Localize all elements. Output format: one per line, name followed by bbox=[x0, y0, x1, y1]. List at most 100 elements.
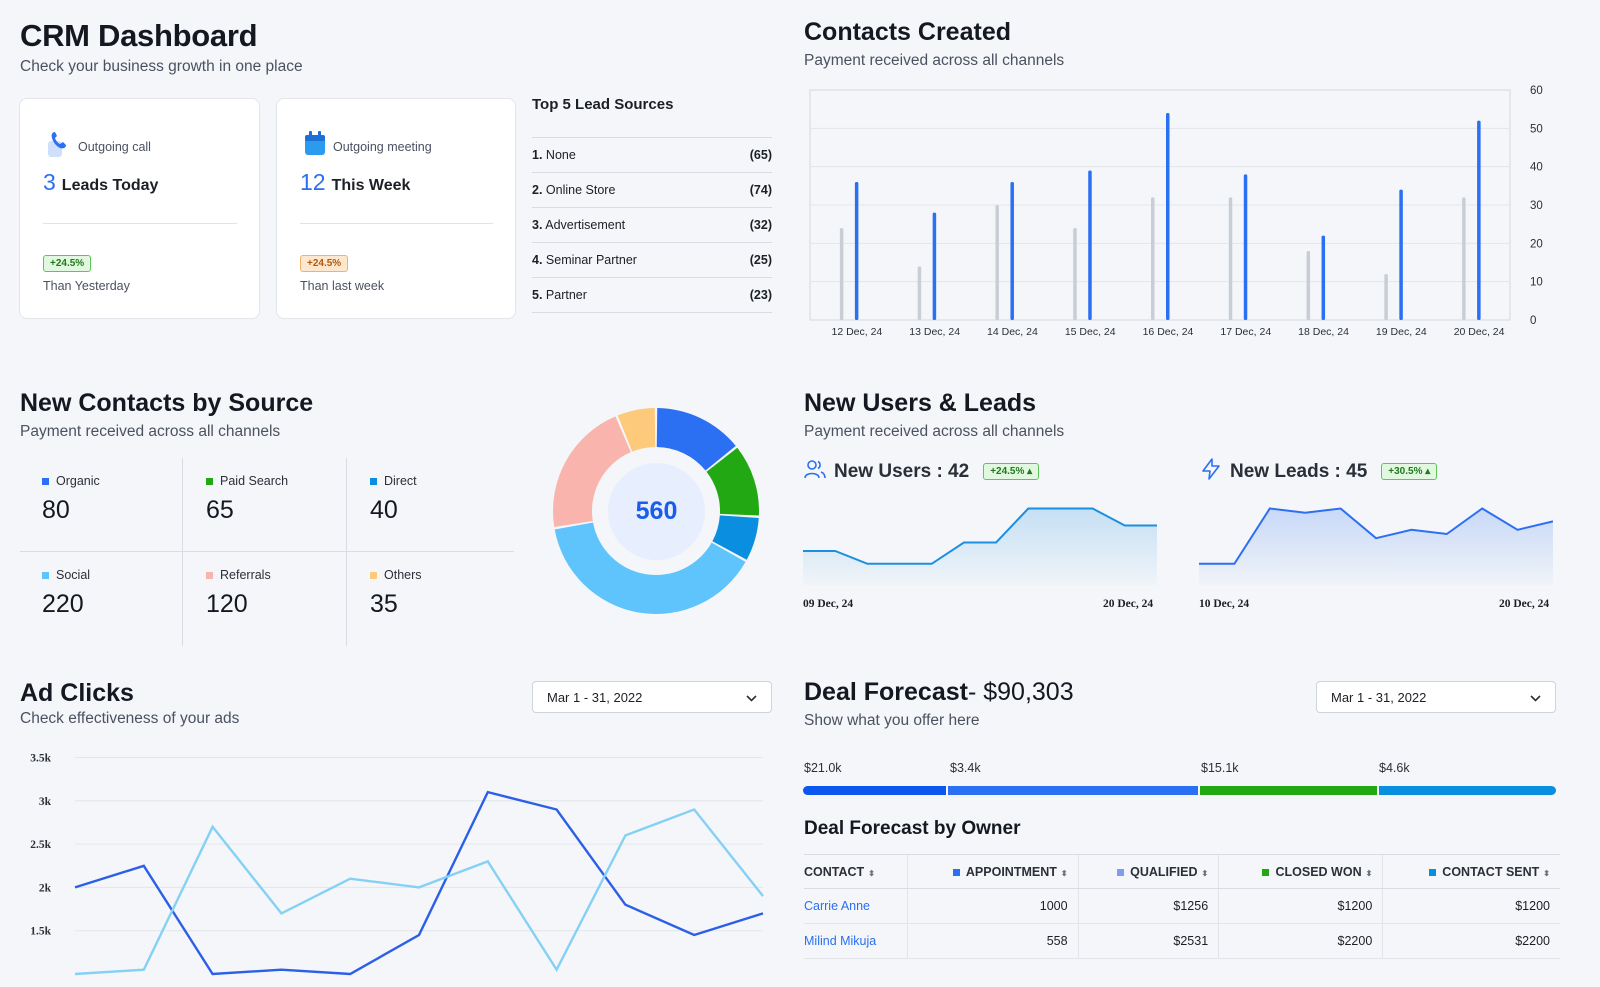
kpi-note: Than last week bbox=[300, 279, 385, 293]
y-tick-label: 40 bbox=[1530, 162, 1543, 174]
chevron-down-icon bbox=[746, 690, 757, 705]
segment-label: $21.0k bbox=[804, 761, 842, 775]
donut-slice-direct bbox=[712, 515, 759, 560]
contact-link[interactable]: Milind Mikuja bbox=[804, 923, 908, 959]
y-tick-label: 3.5k bbox=[30, 753, 51, 765]
source-stat-direct: Direct 40 bbox=[370, 474, 534, 568]
legend-swatch bbox=[952, 868, 960, 876]
legend-swatch bbox=[1429, 868, 1437, 876]
new-leads-badge: +30.5% ▴ bbox=[1381, 463, 1438, 480]
column-header[interactable]: CONTACT SENT ⬍ bbox=[1382, 854, 1560, 889]
x-tick-label: 12 Dec, 24 bbox=[831, 326, 882, 338]
deal-owner-table: CONTACT ⬍ APPOINTMENT ⬍ QUALIFIED ⬍ CLOSED WON… bbox=[804, 854, 1560, 959]
lead-source-row: 2. Online Store (74) bbox=[532, 172, 772, 207]
stat-label: Organic bbox=[56, 474, 100, 488]
source-stat-paid-search: Paid Search 65 bbox=[206, 474, 370, 568]
lead-source-count: (23) bbox=[749, 288, 772, 302]
table-row: Milind Mikuja 558 $2531 $2200 $2200 bbox=[804, 923, 1560, 959]
forecast-segment bbox=[1200, 786, 1377, 795]
area-fill bbox=[1199, 508, 1553, 585]
lead-source-count: (65) bbox=[749, 148, 772, 162]
page-title: CRM Dashboard bbox=[20, 18, 258, 53]
segment-label: $15.1k bbox=[1201, 761, 1239, 775]
trend-badge: +24.5% bbox=[300, 255, 349, 272]
column-header[interactable]: CLOSED WON ⬍ bbox=[1218, 854, 1383, 889]
kpi-label: Outgoing call bbox=[78, 140, 151, 154]
donut-slice-referrals bbox=[553, 416, 631, 528]
column-header[interactable]: CONTACT ⬍ bbox=[804, 854, 908, 889]
bar-current bbox=[1088, 170, 1092, 320]
sort-icon[interactable]: ⬍ bbox=[868, 868, 875, 878]
bar-previous bbox=[839, 228, 844, 320]
column-header[interactable]: QUALIFIED ⬍ bbox=[1077, 854, 1219, 889]
table-cell: $1200 bbox=[1382, 888, 1560, 924]
legend-swatch bbox=[370, 571, 377, 579]
contacts-created-chart: 0 10 20 30 40 50 60 12 Dec, 24 13 Dec, 24 14 Dec,… bbox=[809, 85, 1543, 338]
x-tick-label: 18 Dec, 24 bbox=[1298, 326, 1349, 338]
column-header[interactable]: APPOINTMENT ⬍ bbox=[907, 854, 1079, 889]
new-users-chart bbox=[803, 507, 1157, 585]
contacts-created-title: Contacts Created bbox=[804, 18, 1011, 46]
stat-label: Others bbox=[384, 568, 422, 582]
donut-slice-organic bbox=[656, 408, 736, 471]
users-end-date: 20 Dec, 24 bbox=[1103, 598, 1154, 610]
page-subtitle: Check your business growth in one place bbox=[20, 58, 303, 75]
ad-clicks-chart: 1.5k 2k 2.5k 3k 3.5k bbox=[30, 753, 764, 976]
legend-swatch bbox=[42, 477, 49, 485]
new-leads-label: New Leads : 45 bbox=[1230, 460, 1368, 482]
ad-clicks-date-dropdown[interactable]: Mar 1 - 31, 2022 bbox=[532, 681, 772, 713]
area-line bbox=[1199, 507, 1553, 565]
table-cell: $1256 bbox=[1077, 888, 1219, 924]
table-cell: 558 bbox=[907, 923, 1079, 959]
lead-source-count: (32) bbox=[749, 218, 772, 232]
table-cell: $2531 bbox=[1077, 923, 1219, 959]
bar-current bbox=[1477, 120, 1481, 320]
source-stat-social: Social 220 bbox=[42, 568, 206, 662]
kpi-value: 3 bbox=[43, 169, 56, 195]
deal-forecast-heading: Deal Forecast - $90,303 bbox=[804, 678, 1074, 707]
source-stat-others: Others 35 bbox=[370, 568, 534, 662]
deal-forecast-bar bbox=[803, 786, 1556, 795]
stat-label: Direct bbox=[384, 474, 417, 488]
sort-icon[interactable]: ⬍ bbox=[1543, 868, 1550, 878]
new-contacts-subtitle: Payment received across all channels bbox=[20, 423, 281, 440]
x-tick-label: 16 Dec, 24 bbox=[1143, 326, 1194, 338]
lightning-icon bbox=[1200, 458, 1222, 485]
sort-icon[interactable]: ⬍ bbox=[1201, 868, 1209, 878]
table-cell: $2200 bbox=[1218, 923, 1383, 959]
y-tick-label: 0 bbox=[1530, 315, 1536, 327]
users-start-date: 09 Dec, 24 bbox=[803, 598, 854, 610]
donut-slice-paid-search bbox=[706, 447, 759, 516]
lead-source-name: 5. Partner bbox=[532, 288, 587, 302]
leads-start-date: 10 Dec, 24 bbox=[1199, 598, 1250, 610]
y-tick-label: 3k bbox=[39, 796, 52, 808]
y-tick-label: 1.5k bbox=[30, 926, 51, 938]
ad-clicks-title: Ad Clicks bbox=[20, 679, 134, 707]
lead-source-name: 2. Online Store bbox=[532, 183, 616, 197]
y-tick-label: 2.5k bbox=[30, 839, 51, 851]
sort-icon[interactable]: ⬍ bbox=[1060, 868, 1068, 878]
table-cell: $1200 bbox=[1218, 888, 1383, 924]
bar-current bbox=[1321, 235, 1326, 320]
deal-forecast-amount: - $90,303 bbox=[967, 678, 1074, 706]
bar-previous bbox=[1151, 197, 1155, 320]
ad-clicks-series-1 bbox=[74, 790, 764, 976]
kpi-text: Leads Today bbox=[61, 177, 159, 194]
deal-forecast-date-dropdown[interactable]: Mar 1 - 31, 2022 bbox=[1316, 681, 1556, 713]
sort-icon[interactable]: ⬍ bbox=[1365, 868, 1373, 878]
bar-previous bbox=[995, 205, 999, 320]
bar-current bbox=[1166, 113, 1170, 320]
bar-previous bbox=[917, 266, 922, 320]
stat-value: 120 bbox=[206, 590, 248, 618]
stat-label: Social bbox=[56, 568, 91, 582]
divider bbox=[43, 223, 237, 224]
date-range-label: Mar 1 - 31, 2022 bbox=[547, 689, 643, 705]
stat-value: 35 bbox=[370, 590, 398, 618]
ad-clicks-subtitle: Check effectiveness of your ads bbox=[20, 710, 240, 727]
donut-slice-others bbox=[617, 408, 656, 452]
segment-label: $4.6k bbox=[1379, 761, 1410, 775]
trend-badge: +24.5% bbox=[43, 255, 92, 272]
kpi-card-meetings: Outgoing meeting 12 This Week +24.5% Tha… bbox=[276, 98, 516, 319]
segment-label: $3.4k bbox=[950, 761, 981, 775]
contact-link[interactable]: Carrie Anne bbox=[804, 888, 908, 924]
